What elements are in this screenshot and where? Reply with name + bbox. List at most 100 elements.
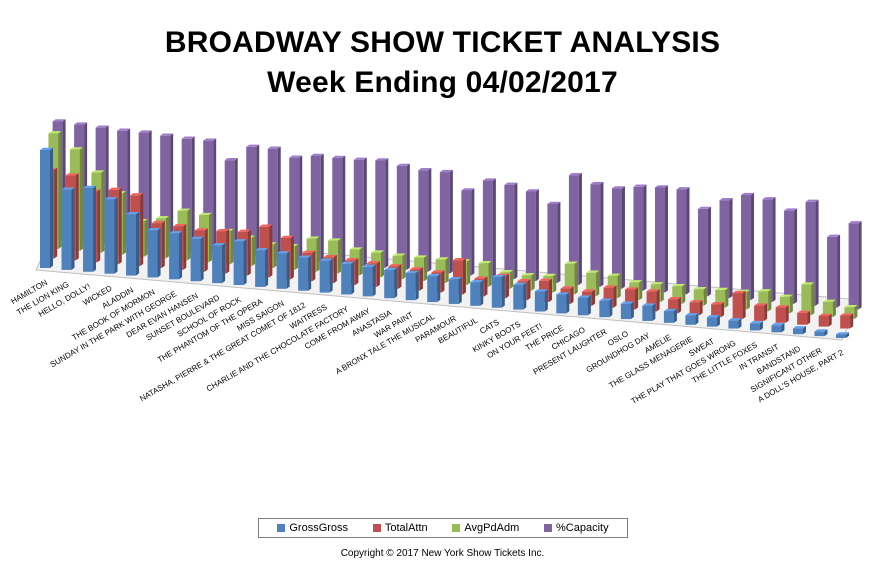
bar-avgpdadm-30	[693, 287, 707, 306]
bar-pctcapacity-7	[203, 138, 217, 253]
bar-grossgross-6	[169, 231, 183, 280]
legend-swatch	[544, 524, 552, 532]
bar-grossgross-23	[534, 289, 548, 312]
bar-totalattn-34	[775, 305, 789, 323]
bar-grossgross-13	[319, 258, 333, 293]
chart-title: BROADWAY SHOW TICKET ANALYSIS	[164, 26, 721, 59]
bar-totalattn-36	[818, 313, 832, 327]
bar-pctcapacity-31	[719, 198, 733, 299]
bar-pctcapacity-34	[784, 208, 798, 304]
bar-grossgross-36	[814, 329, 828, 337]
bar-pctcapacity-9	[246, 144, 260, 257]
bar-pctcapacity-12	[310, 153, 324, 263]
legend-item-avgpdadm: AvgPdAdm	[452, 522, 519, 534]
bar-pctcapacity-36	[827, 234, 841, 308]
bar-pctcapacity-20	[482, 178, 496, 278]
bar-pctcapacity-32	[741, 192, 755, 301]
bar-grossgross-2	[83, 185, 97, 272]
bar-pctcapacity-23	[547, 201, 561, 284]
bar-grossgross-9	[233, 239, 247, 286]
bar-grossgross-10	[255, 248, 269, 287]
bar-totalattn-32	[732, 290, 746, 320]
bar-grossgross-34	[771, 323, 785, 333]
bar-avgpdadm-33	[758, 289, 772, 312]
bar-pctcapacity-13	[332, 155, 346, 265]
bar-pctcapacity-26	[611, 186, 625, 289]
bar-pctcapacity-17	[418, 167, 432, 272]
bar-totalattn-31	[711, 301, 725, 318]
bar-grossgross-19	[448, 276, 462, 304]
bar-grossgross-26	[599, 298, 613, 318]
bar-totalattn-29	[668, 297, 682, 314]
bar-avgpdadm-31	[715, 287, 729, 308]
bar-grossgross-25	[577, 295, 591, 316]
bar-grossgross-32	[728, 318, 742, 329]
bar-pctcapacity-14	[353, 157, 367, 266]
bar-totalattn-33	[754, 303, 768, 321]
bar-pctcapacity-33	[762, 197, 776, 302]
chart-subtitle: Week Ending 04/02/2017	[267, 66, 618, 99]
bar-avgpdadm-35	[801, 282, 815, 316]
bar-totalattn-37	[840, 313, 854, 329]
bar-pctcapacity-25	[590, 181, 604, 287]
bar-pctcapacity-16	[396, 163, 410, 270]
bar-grossgross-29	[663, 308, 677, 323]
bar-grossgross-28	[642, 303, 656, 321]
bar-grossgross-0	[40, 147, 53, 268]
bar-avgpdadm-25	[586, 270, 600, 297]
legend-swatch	[277, 524, 286, 532]
bar-grossgross-17	[405, 270, 419, 301]
bar-grossgross-22	[513, 282, 527, 310]
bar-grossgross-1	[61, 187, 75, 270]
bar-grossgross-33	[749, 321, 763, 331]
bar-pctcapacity-35	[805, 199, 819, 306]
legend-swatch	[372, 524, 381, 532]
bar-totalattn-35	[797, 310, 811, 325]
bar-grossgross-3	[104, 197, 118, 274]
bar-grossgross-24	[556, 292, 570, 314]
legend-label: GrossGross	[289, 522, 349, 534]
bar-grossgross-35	[792, 326, 806, 335]
bar-totalattn-26	[603, 285, 617, 308]
legend-swatch	[452, 524, 461, 532]
bar-avgpdadm-37	[844, 305, 858, 319]
bar-pctcapacity-18	[439, 169, 453, 274]
bar-grossgross-14	[341, 261, 355, 295]
legend-item-totalattn: TotalAttn	[372, 522, 428, 534]
bar-avgpdadm-20	[478, 261, 492, 287]
bar-totalattn-30	[689, 300, 703, 316]
bar-pctcapacity-10	[267, 146, 281, 259]
bar-pctcapacity-29	[676, 187, 690, 295]
bar-grossgross-21	[491, 274, 505, 308]
legend-label: TotalAttn	[384, 522, 428, 534]
bar-pctcapacity-28	[654, 185, 668, 293]
bar-totalattn-27	[625, 287, 639, 310]
bar-pctcapacity-24	[568, 172, 582, 285]
bar-grossgross-37	[836, 332, 849, 338]
bar-grossgross-18	[427, 273, 441, 303]
bar-grossgross-27	[620, 301, 634, 320]
bars-group	[40, 119, 862, 338]
bar-avgpdadm-29	[672, 283, 686, 304]
bar-pctcapacity-6	[181, 136, 195, 251]
bar-pctcapacity-22	[525, 189, 539, 282]
copyright-note: Copyright © 2017 New York Show Tickets I…	[340, 548, 545, 559]
bar-pctcapacity-19	[461, 188, 475, 276]
bar-grossgross-31	[706, 315, 720, 327]
bar-avgpdadm-34	[779, 294, 793, 314]
bar-pctcapacity-21	[504, 182, 518, 280]
bar-pctcapacity-8	[224, 158, 238, 255]
legend-label: AvgPdAdm	[464, 522, 520, 534]
bar-pctcapacity-11	[289, 155, 303, 261]
bar-grossgross-5	[147, 228, 161, 278]
bar-grossgross-20	[470, 280, 484, 306]
bar-grossgross-7	[190, 236, 204, 282]
bar-pctcapacity-15	[375, 158, 389, 268]
bar-grossgross-11	[276, 251, 290, 289]
bar-avgpdadm-24	[564, 261, 578, 295]
bar-grossgross-4	[126, 212, 140, 276]
legend-item-grossgross: GrossGross	[277, 522, 348, 534]
bar-pctcapacity-5	[160, 133, 174, 249]
